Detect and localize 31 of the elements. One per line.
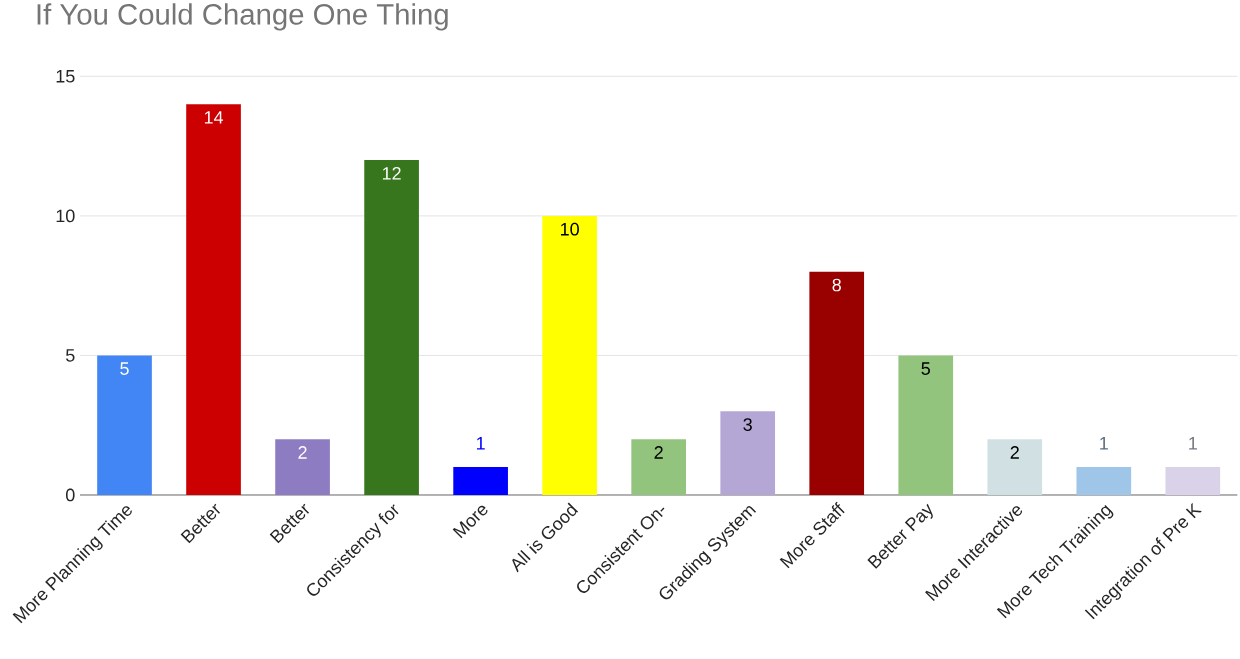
bar [987,439,1043,495]
bar [809,271,865,495]
bar [1165,467,1221,495]
y-tick-label: 10 [56,209,75,223]
bar [542,215,597,495]
y-tick-label: 15 [56,70,75,83]
y-tick-label: 5 [66,349,75,362]
data-label: 3 [743,418,752,431]
data-label: 5 [921,362,930,375]
data-label: 12 [382,166,401,180]
data-label: 1 [476,437,485,450]
data-label: 2 [1010,446,1019,459]
bar [364,160,419,495]
y-tick-label: 0 [66,488,75,502]
data-label: 1 [1189,437,1197,450]
bar [97,355,152,495]
data-label: 10 [561,222,579,236]
bar [1076,467,1132,495]
data-label: 1 [1100,437,1108,450]
chart-title: If You Could Change One Thing [37,3,448,31]
data-label: 8 [832,278,841,292]
data-label: 5 [120,362,129,375]
bar [631,439,686,495]
bar [186,104,241,495]
bar [720,411,776,495]
bar [453,467,508,495]
bar [898,355,954,495]
data-label: 14 [204,111,224,124]
data-label: 2 [654,446,663,459]
bar [275,439,330,495]
data-label: 2 [298,446,307,459]
